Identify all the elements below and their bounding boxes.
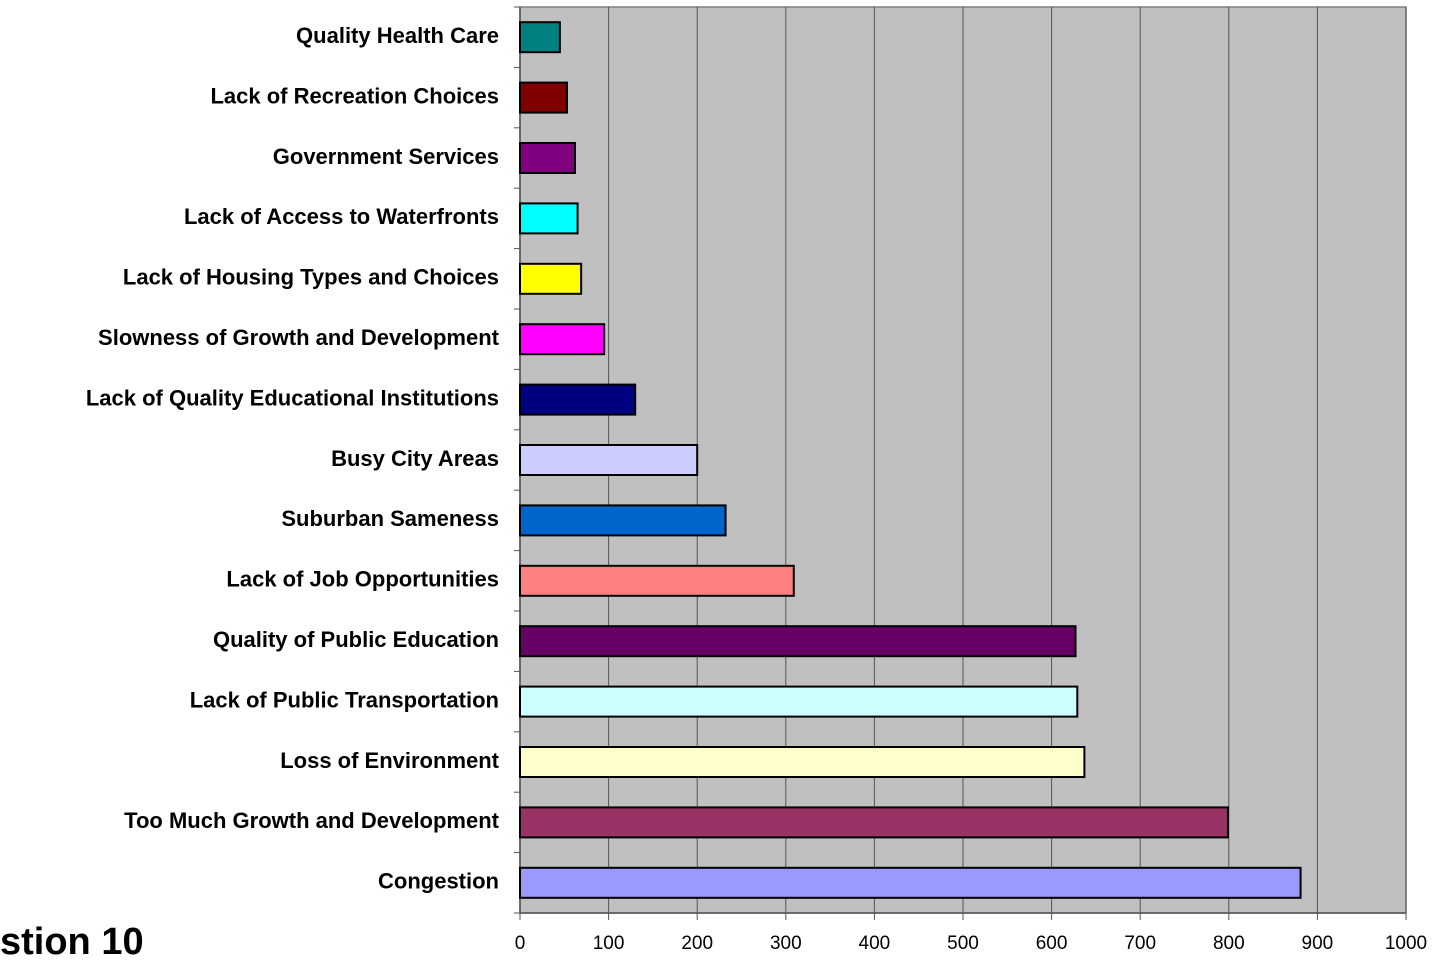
y-tick-label: Government Services: [273, 144, 499, 169]
x-tick-label: 900: [1302, 933, 1334, 954]
bar: [519, 383, 637, 416]
x-tick-label: 400: [859, 933, 891, 954]
bar: [519, 202, 579, 235]
x-tick-label: 100: [593, 933, 625, 954]
bar: [519, 142, 576, 174]
bar: [519, 866, 1302, 899]
x-tick-label: 800: [1213, 933, 1245, 954]
annotation: stion 10: [0, 921, 144, 957]
y-tick-label: Lack of Job Opportunities: [226, 567, 499, 592]
y-tick-label: Too Much Growth and Development: [124, 808, 499, 833]
y-tick-label: Congestion: [378, 869, 499, 894]
bar: [519, 444, 699, 476]
bar: [519, 81, 568, 114]
y-tick-label: Lack of Recreation Choices: [210, 83, 499, 108]
y-tick-label: Loss of Environment: [280, 748, 499, 773]
y-tick-label: Lack of Quality Educational Institutions: [86, 385, 499, 410]
y-tick-label: Slowness of Growth and Development: [98, 325, 500, 350]
y-tick-label: Lack of Public Transportation: [190, 687, 499, 712]
bar: [519, 625, 1077, 658]
bar: [519, 323, 606, 356]
x-tick-label: 300: [770, 933, 802, 954]
x-tick-label: 1000: [1385, 933, 1427, 954]
x-tick-label: 700: [1124, 933, 1156, 954]
bar: [519, 564, 795, 597]
bar: [519, 21, 561, 54]
bar: [519, 262, 583, 295]
y-tick-label: Quality of Public Education: [213, 627, 499, 652]
bar: [519, 806, 1229, 839]
y-tick-label: Quality Health Care: [296, 23, 499, 48]
bar: [519, 746, 1086, 778]
x-tick-label: 600: [1036, 933, 1068, 954]
bar: [519, 504, 727, 537]
y-tick-label: Suburban Sameness: [281, 506, 499, 531]
x-tick-label: 500: [947, 933, 979, 954]
y-tick-label: Busy City Areas: [331, 446, 499, 471]
x-tick-label: 0: [515, 933, 526, 954]
bar: [519, 685, 1079, 718]
y-tick-label: Lack of Access to Waterfronts: [184, 204, 499, 229]
y-tick-label: Lack of Housing Types and Choices: [123, 265, 499, 290]
x-tick-label: 200: [681, 933, 713, 954]
